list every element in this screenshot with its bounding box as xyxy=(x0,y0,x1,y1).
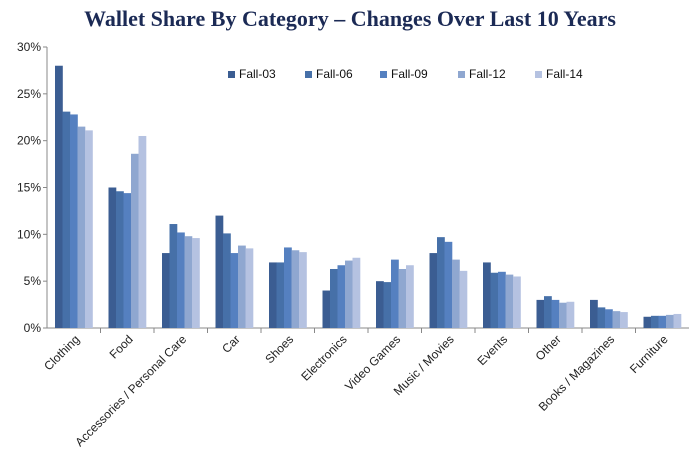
bar-fall-09-3 xyxy=(230,253,239,328)
bar-fall-14-9 xyxy=(566,301,575,328)
legend-label: Fall-06 xyxy=(316,67,353,81)
bar-fall-12-2 xyxy=(184,236,193,328)
y-axis: 0% 5% 10% 15% 20% 25% 30% xyxy=(17,40,48,335)
bar-fall-12-1 xyxy=(131,153,139,328)
bar-fall-06-1 xyxy=(116,191,124,328)
bar-fall-03-10 xyxy=(590,299,598,328)
bar-fall-12-4 xyxy=(291,250,300,328)
bar-fall-03-2 xyxy=(162,253,170,328)
legend-label: Fall-09 xyxy=(391,67,428,81)
bar-fall-12-3 xyxy=(238,245,246,328)
bar-fall-12-6 xyxy=(398,268,407,328)
y-tick-label: 15% xyxy=(17,181,41,195)
chart-title: Wallet Share By Category – Changes Over … xyxy=(84,6,616,31)
x-tick-label: Events xyxy=(474,332,510,368)
bar-fall-06-6 xyxy=(383,282,392,328)
x-tick-label: Food xyxy=(107,332,136,361)
bar-fall-06-0 xyxy=(62,111,71,328)
y-tick-label: 10% xyxy=(17,227,41,241)
bar-fall-06-2 xyxy=(169,224,178,328)
bar-fall-06-10 xyxy=(597,307,606,328)
bar-fall-03-6 xyxy=(376,281,384,328)
x-tick-label: Furniture xyxy=(627,332,671,376)
y-tick-label: 20% xyxy=(17,134,41,148)
bar-fall-03-3 xyxy=(215,215,224,328)
bar-fall-06-4 xyxy=(276,262,285,328)
legend-label: Fall-03 xyxy=(239,67,276,81)
bar-fall-14-5 xyxy=(352,257,361,328)
bar-fall-09-7 xyxy=(444,241,453,328)
y-tick-label: 0% xyxy=(24,321,42,335)
bar-fall-14-6 xyxy=(406,265,414,328)
bar-fall-12-8 xyxy=(505,274,514,328)
x-tick-label: Other xyxy=(533,332,564,363)
legend-swatch xyxy=(305,71,312,78)
bar-fall-06-5 xyxy=(330,268,338,328)
bar-fall-14-11 xyxy=(673,313,682,328)
legend-label: Fall-14 xyxy=(546,67,583,81)
bar-fall-12-11 xyxy=(666,314,674,328)
bar-fall-09-0 xyxy=(70,114,78,328)
bar-fall-03-7 xyxy=(429,253,438,328)
y-tick-label: 5% xyxy=(24,274,42,288)
bar-fall-14-10 xyxy=(620,312,628,328)
y-tick-label: 30% xyxy=(17,40,41,54)
bar-fall-06-9 xyxy=(544,296,552,328)
bar-fall-12-9 xyxy=(559,302,567,328)
bar-fall-06-11 xyxy=(651,315,659,328)
bar-fall-03-5 xyxy=(322,290,331,328)
legend-swatch xyxy=(535,71,542,78)
bar-fall-06-7 xyxy=(437,237,445,328)
bar-fall-03-8 xyxy=(483,262,491,328)
bar-fall-09-6 xyxy=(391,259,399,328)
bar-fall-12-5 xyxy=(345,260,353,328)
bar-fall-14-3 xyxy=(245,248,254,328)
bar-fall-03-9 xyxy=(536,299,545,328)
bar-fall-03-0 xyxy=(55,65,63,328)
bar-fall-14-2 xyxy=(192,238,200,328)
bars xyxy=(55,65,682,329)
bar-fall-03-4 xyxy=(269,262,277,328)
bar-fall-09-10 xyxy=(605,309,613,328)
legend-label: Fall-12 xyxy=(469,67,506,81)
bar-fall-09-11 xyxy=(658,315,667,328)
bar-fall-12-7 xyxy=(452,259,460,328)
x-tick-label: Car xyxy=(219,332,243,356)
bar-fall-14-0 xyxy=(85,130,93,328)
bar-fall-12-10 xyxy=(612,311,621,328)
y-tick-label: 25% xyxy=(17,87,41,101)
x-tick-label: Shoes xyxy=(262,332,296,366)
legend: Fall-03 Fall-06 Fall-09 Fall-12 Fall-14 xyxy=(228,67,583,81)
bar-fall-09-4 xyxy=(284,247,292,328)
x-tick-label: Accessories / Personal Care xyxy=(72,332,189,449)
bar-fall-06-8 xyxy=(490,272,499,328)
bar-fall-09-2 xyxy=(177,232,185,328)
bar-fall-14-8 xyxy=(513,276,521,328)
x-tick-label: Electronics xyxy=(298,332,349,383)
x-tick-label: Clothing xyxy=(41,332,82,373)
legend-swatch xyxy=(380,71,387,78)
bar-fall-14-7 xyxy=(459,270,468,328)
legend-swatch xyxy=(458,71,465,78)
bar-fall-14-4 xyxy=(299,252,307,328)
bar-fall-06-3 xyxy=(223,233,231,328)
legend-swatch xyxy=(228,71,235,78)
bar-fall-09-1 xyxy=(123,193,132,328)
bar-fall-09-9 xyxy=(551,299,560,328)
bar-fall-03-1 xyxy=(108,187,117,328)
bar-fall-12-0 xyxy=(77,126,86,329)
bar-fall-09-5 xyxy=(337,265,346,328)
bar-fall-09-8 xyxy=(498,271,506,328)
bar-fall-14-1 xyxy=(138,135,147,328)
bar-fall-03-11 xyxy=(643,316,652,328)
